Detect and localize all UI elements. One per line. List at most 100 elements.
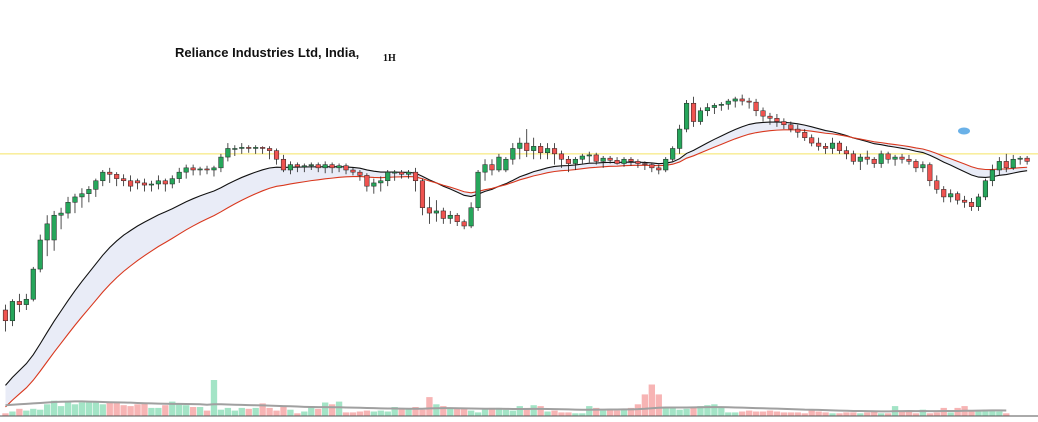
candle (301, 163, 307, 173)
volume-bar (433, 404, 440, 416)
candle (287, 161, 293, 175)
price-marker-icon (958, 127, 970, 135)
candle-body (975, 196, 982, 207)
candle-body (419, 180, 426, 208)
candle-body (503, 158, 509, 171)
candle-body (426, 207, 432, 214)
candle-body (614, 160, 620, 164)
volume-bar (461, 408, 468, 416)
candle (572, 157, 578, 170)
volume-bar (530, 405, 537, 416)
candle (121, 174, 127, 187)
candle-body (781, 121, 787, 126)
candle-body (211, 167, 217, 171)
candle (510, 143, 516, 165)
candle (141, 178, 148, 192)
candle-body (225, 148, 231, 158)
candle-body (823, 146, 829, 149)
candle-body (649, 164, 655, 169)
candle-body (44, 223, 50, 241)
candle (329, 162, 335, 174)
candle-body (2, 309, 9, 322)
candle (37, 234, 43, 273)
candle-body (155, 180, 161, 185)
candle (461, 219, 467, 230)
candle (670, 146, 676, 162)
volume-bar (808, 409, 815, 416)
volume-bar (739, 411, 746, 416)
volume-bar (919, 409, 927, 416)
volume-bar (301, 411, 308, 416)
candle-body (697, 110, 704, 122)
volume-bar (183, 405, 190, 416)
volume-bar (2, 413, 9, 416)
candle (503, 157, 509, 173)
candle-body (141, 182, 148, 186)
candle (489, 159, 495, 176)
volume-bar (252, 407, 259, 416)
volume-bar (44, 404, 51, 416)
candle (614, 157, 620, 165)
candle (816, 137, 822, 151)
candle (253, 145, 259, 154)
volume-bar (224, 407, 232, 416)
candle-body (1010, 158, 1016, 169)
candle (30, 266, 36, 302)
candle (836, 140, 843, 154)
volume-average-line (5, 400, 1007, 413)
candle-body (190, 167, 196, 171)
candle-body (148, 183, 154, 186)
volume-bar (572, 413, 579, 416)
volume-bar (836, 413, 843, 416)
candle (531, 137, 537, 160)
candle (308, 162, 314, 170)
candle (982, 178, 988, 201)
volume-bar (106, 401, 113, 416)
candle-body (885, 153, 891, 160)
candle (155, 175, 161, 190)
volume-bar (683, 408, 690, 416)
candle-body (711, 105, 717, 108)
volume-bar (655, 394, 662, 416)
candle-body (934, 180, 940, 190)
volume-bar (613, 410, 621, 416)
volume-bar (78, 402, 86, 416)
volume-group (2, 380, 1010, 416)
volume-bar (968, 411, 975, 416)
candle (948, 189, 954, 203)
candle (600, 156, 606, 168)
candle (941, 186, 947, 203)
volume-bar (989, 410, 996, 416)
volume-bar (801, 413, 808, 416)
candle (864, 150, 870, 165)
candle (162, 178, 168, 192)
candle (607, 156, 613, 164)
candle-body (663, 158, 669, 171)
candle-body (913, 161, 919, 169)
candle-body (23, 298, 29, 305)
volume-bar (169, 401, 176, 416)
candle-body (989, 169, 995, 182)
candle-body (412, 171, 419, 182)
candle (350, 167, 356, 176)
volume-bar (975, 410, 982, 416)
candle-body (93, 180, 99, 190)
volume-bar (669, 407, 676, 416)
candle-body (440, 210, 446, 219)
volume-bar (30, 408, 37, 416)
candle (100, 170, 106, 187)
candle-body (475, 171, 481, 208)
candle (885, 151, 891, 164)
candle (899, 153, 905, 164)
candle-body (802, 132, 808, 138)
candle (704, 103, 710, 117)
candle-body (941, 189, 947, 198)
candle (128, 175, 134, 192)
candle-body (753, 101, 759, 112)
candle-body (9, 301, 15, 322)
volume-bar (447, 408, 454, 416)
volume-bar (92, 401, 99, 416)
volume-bar (641, 394, 649, 416)
candle (621, 157, 627, 167)
